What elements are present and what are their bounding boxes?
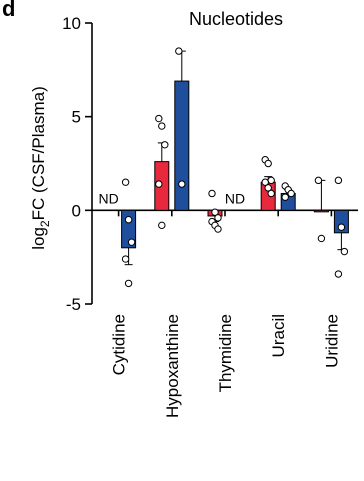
x-tick-label: Uridine — [322, 314, 341, 368]
data-point — [337, 223, 346, 231]
x-tick-label: Thymidine — [216, 314, 235, 392]
data-point — [214, 214, 222, 222]
data-point — [267, 189, 275, 198]
data-point — [124, 279, 133, 288]
data-point — [267, 176, 275, 185]
y-axis-label-sub: 2 — [38, 220, 52, 227]
data-point — [155, 114, 163, 123]
panel-label: d — [2, 0, 15, 21]
data-point — [281, 193, 289, 201]
y-tick-label: 5 — [72, 108, 81, 127]
data-point — [155, 180, 163, 188]
data-point — [127, 238, 136, 246]
x-tick-label: Hypoxanthine — [163, 314, 182, 418]
y-axis-label: log2FC (CSF/Plasma) — [29, 86, 52, 250]
data-point — [208, 189, 216, 198]
data-point — [317, 234, 326, 243]
bar-blue — [174, 80, 190, 211]
data-point — [334, 270, 343, 278]
chart-title: Nucleotides — [189, 9, 283, 29]
x-tick-label: Uracil — [269, 314, 288, 357]
data-point — [314, 176, 323, 185]
y-axis-label-suffix: FC (CSF/Plasma) — [29, 86, 48, 220]
data-point — [261, 178, 269, 186]
data-point — [340, 247, 349, 256]
data-point — [178, 180, 186, 188]
y-tick-label: 0 — [72, 201, 81, 220]
data-point — [161, 141, 169, 149]
data-point — [211, 208, 219, 216]
y-tick-label: 10 — [62, 14, 81, 33]
data-point — [121, 178, 130, 186]
data-point — [264, 184, 272, 192]
y-axis-label-prefix: log — [29, 227, 48, 250]
bar-red — [313, 209, 329, 213]
data-point — [264, 159, 272, 168]
data-point — [334, 176, 343, 185]
data-point — [121, 255, 130, 263]
data-point — [214, 225, 222, 233]
x-tick-label: Cytidine — [110, 314, 129, 375]
data-point — [124, 216, 133, 224]
data-point — [287, 189, 295, 198]
data-point — [158, 221, 166, 230]
nd-label: ND — [98, 190, 118, 206]
plot-area: 10 5 0 -5 Cytidine Hypoxanthine Thymidine Uraci… — [62, 14, 358, 418]
data-point — [175, 47, 183, 55]
y-tick-label: -5 — [66, 295, 81, 314]
data-point — [158, 122, 166, 130]
nd-label: ND — [225, 190, 245, 206]
